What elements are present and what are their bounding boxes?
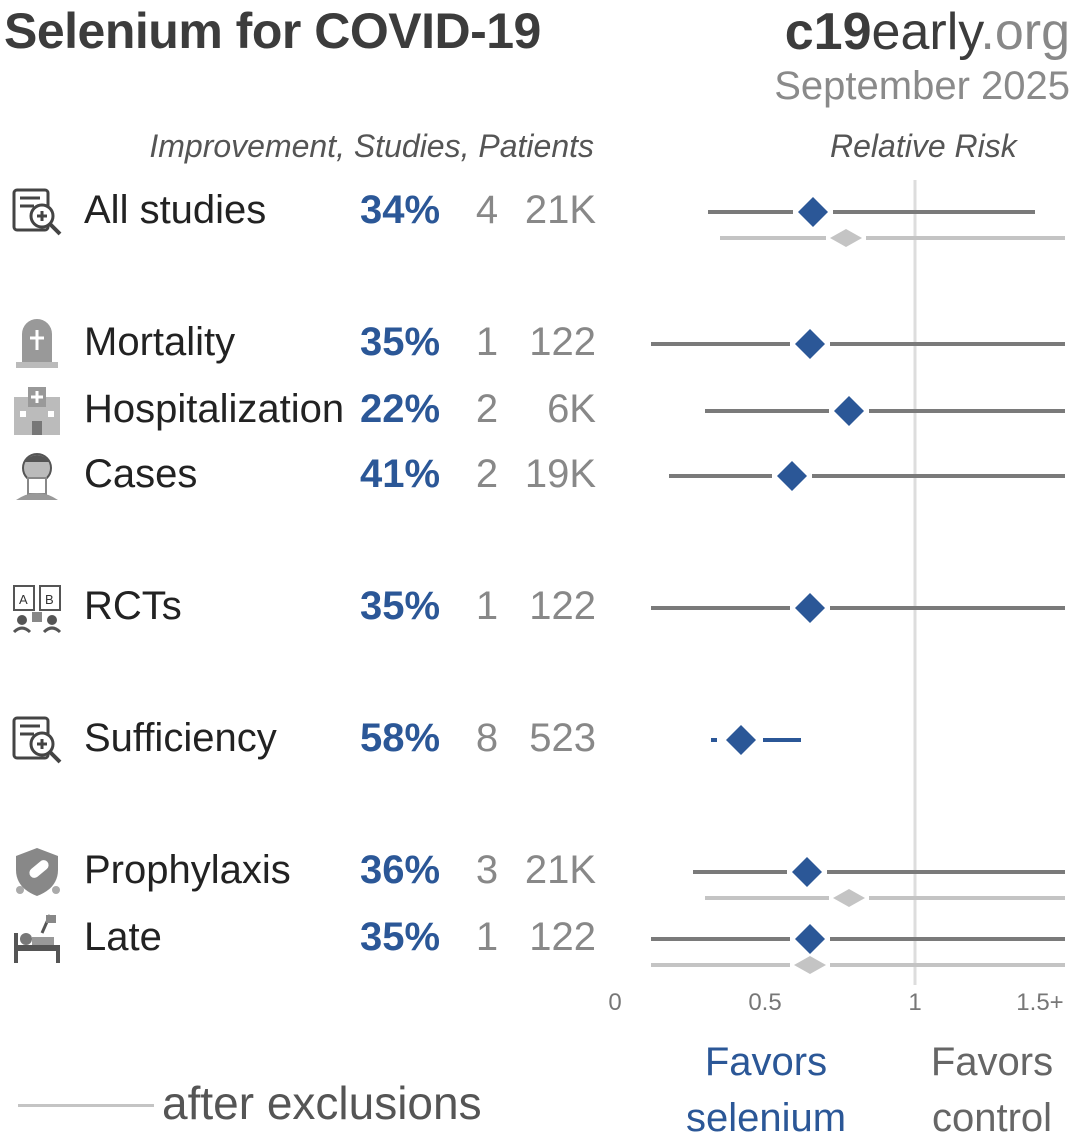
row-patients: 21K <box>524 848 596 892</box>
meta-analysis-icon <box>10 184 64 238</box>
row-patients: 19K <box>524 452 596 496</box>
row-studies: 2 <box>475 452 499 496</box>
row-patients: 523 <box>529 716 596 760</box>
tombstone-icon <box>10 316 64 370</box>
row-patients: 122 <box>529 915 596 959</box>
row-patients: 122 <box>529 320 596 364</box>
brand-mid: early <box>871 3 981 61</box>
row-improvement: 58% <box>360 716 441 760</box>
favors-treatment-label: Favors selenium <box>685 1040 847 1140</box>
hospital-bed-icon <box>10 911 64 965</box>
row-studies: 2 <box>475 387 499 431</box>
page-title: Selenium for COVID-19 <box>4 3 541 59</box>
x-tick-label: 0 <box>608 989 621 1016</box>
row-label[interactable]: Cases <box>84 452 198 496</box>
row-patients: 122 <box>529 584 596 628</box>
row-label[interactable]: Mortality <box>84 320 236 364</box>
row-studies: 1 <box>475 320 499 364</box>
row-studies: 1 <box>475 584 499 628</box>
effect-diamond <box>798 197 828 227</box>
effect-diamond <box>792 857 822 887</box>
svg-text:A: A <box>19 592 28 607</box>
svg-text:B: B <box>45 592 54 607</box>
legend-line <box>18 1104 154 1107</box>
row-label[interactable]: All studies <box>84 188 267 232</box>
excl-diamond <box>833 889 865 907</box>
row-improvement: 35% <box>360 584 441 628</box>
x-tick-label: 1.5+ <box>1016 989 1063 1016</box>
meta-analysis-icon <box>10 712 64 766</box>
effect-diamond <box>795 924 825 954</box>
brand-logo[interactable]: c19early.org <box>785 2 1070 62</box>
x-tick-label: 0.5 <box>748 989 781 1016</box>
effect-diamond <box>726 725 756 755</box>
row-improvement: 34% <box>360 188 441 232</box>
brand-main: c19 <box>784 3 872 61</box>
row-label[interactable]: Late <box>84 915 162 959</box>
effect-diamond <box>834 396 864 426</box>
row-patients: 6K <box>547 387 596 431</box>
row-improvement: 41% <box>360 452 441 496</box>
row-improvement: 35% <box>360 915 441 959</box>
row-label[interactable]: Prophylaxis <box>84 848 291 892</box>
sick-person-icon <box>10 448 64 502</box>
row-studies: 4 <box>475 188 499 232</box>
row-studies: 1 <box>475 915 499 959</box>
excl-diamond <box>830 229 862 247</box>
excl-diamond <box>794 956 826 974</box>
effect-diamond <box>795 329 825 359</box>
favors-control-label: Favors control <box>930 1040 1054 1140</box>
row-improvement: 22% <box>360 387 441 431</box>
row-improvement: 35% <box>360 320 441 364</box>
row-studies: 8 <box>475 716 499 760</box>
brand-suffix: .org <box>980 3 1070 61</box>
columns-header: Improvement, Studies, Patients <box>149 128 594 164</box>
shield-icon <box>10 844 64 898</box>
relative-risk-header: Relative Risk <box>830 128 1017 164</box>
date-label: September 2025 <box>774 64 1070 108</box>
row-studies: 3 <box>475 848 499 892</box>
row-label[interactable]: Sufficiency <box>84 716 277 760</box>
hospital-icon <box>10 383 64 437</box>
row-label[interactable]: RCTs <box>84 584 182 628</box>
row-improvement: 36% <box>360 848 441 892</box>
legend-label: after exclusions <box>162 1077 482 1129</box>
effect-diamond <box>795 593 825 623</box>
effect-diamond <box>777 461 807 491</box>
row-patients: 21K <box>524 188 596 232</box>
x-tick-label: 1 <box>908 989 921 1016</box>
row-label[interactable]: Hospitalization <box>84 387 345 431</box>
